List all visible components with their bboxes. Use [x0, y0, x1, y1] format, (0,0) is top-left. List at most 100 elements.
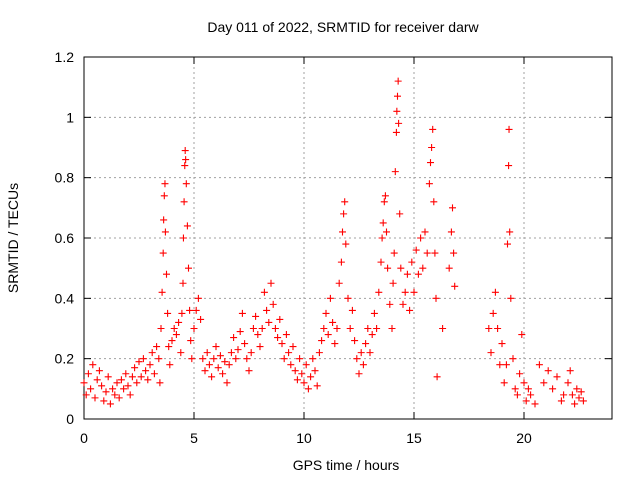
x-tick-label: 15	[406, 430, 422, 446]
data-point	[342, 240, 350, 248]
data-point	[150, 370, 158, 378]
data-point	[203, 349, 211, 357]
data-point	[137, 373, 145, 381]
data-point	[194, 294, 202, 302]
data-point	[540, 379, 548, 387]
x-tick-label: 5	[190, 430, 198, 446]
grid-layer	[84, 57, 612, 419]
data-point	[430, 198, 438, 206]
y-tick-label: 0.8	[55, 170, 75, 186]
chart-title: Day 011 of 2022, SRMTID for receiver dar…	[207, 19, 479, 35]
data-point	[91, 394, 99, 402]
data-point	[524, 385, 532, 393]
data-point	[258, 325, 266, 332]
data-point	[373, 325, 381, 332]
data-point	[449, 204, 456, 212]
data-point	[357, 349, 365, 357]
data-point	[324, 331, 332, 339]
data-point	[577, 388, 585, 396]
data-point	[115, 394, 123, 402]
data-point	[296, 355, 304, 363]
data-point	[106, 400, 114, 408]
data-point	[498, 340, 506, 348]
data-point	[414, 270, 422, 278]
data-point	[313, 382, 321, 390]
data-point	[282, 331, 290, 339]
data-point	[187, 337, 195, 345]
data-point	[389, 279, 397, 287]
data-point	[181, 162, 189, 170]
data-point	[344, 294, 352, 302]
data-point	[431, 249, 439, 257]
data-point	[120, 385, 128, 393]
data-point	[214, 364, 222, 372]
data-point	[535, 361, 543, 369]
data-point	[417, 234, 425, 242]
data-point	[401, 288, 409, 296]
data-point	[159, 249, 167, 257]
data-point	[326, 294, 334, 302]
data-point	[170, 325, 178, 332]
data-point	[311, 367, 319, 375]
data-point	[406, 306, 414, 314]
data-point	[553, 373, 561, 381]
data-point	[502, 361, 510, 369]
data-point	[219, 370, 227, 378]
data-point	[318, 337, 326, 345]
data-point	[133, 379, 141, 387]
y-tick-label: 0.6	[55, 230, 75, 246]
data-point	[377, 258, 385, 266]
data-point	[549, 385, 557, 393]
data-point	[139, 355, 147, 363]
data-point	[379, 219, 387, 227]
data-point	[157, 325, 165, 332]
data-point	[390, 249, 398, 257]
data-point	[412, 246, 420, 254]
data-point	[160, 216, 168, 224]
data-point	[128, 373, 136, 381]
data-point	[201, 367, 209, 375]
data-point	[450, 249, 458, 257]
data-point	[260, 288, 268, 296]
data-point	[362, 340, 370, 348]
data-point	[392, 128, 400, 136]
data-point	[205, 361, 213, 369]
x-tick-label: 0	[80, 430, 88, 446]
data-point	[307, 373, 315, 381]
data-point	[256, 343, 264, 351]
data-point	[433, 373, 441, 381]
data-point	[331, 340, 339, 348]
data-point	[346, 325, 354, 332]
data-point	[511, 385, 519, 393]
data-point	[98, 382, 106, 390]
data-point	[419, 264, 427, 272]
data-point	[335, 279, 343, 287]
data-point	[122, 370, 130, 378]
data-point	[180, 198, 188, 206]
data-point	[329, 318, 337, 326]
data-point	[225, 361, 233, 369]
data-point	[276, 315, 284, 323]
data-point	[84, 370, 92, 378]
data-point	[89, 361, 97, 369]
data-point	[516, 370, 524, 378]
data-point	[155, 355, 163, 363]
data-point	[300, 379, 308, 387]
data-point	[573, 385, 581, 393]
data-point	[100, 397, 108, 405]
data-point	[383, 228, 390, 236]
data-point	[410, 288, 418, 296]
x-axis-label: GPS time / hours	[293, 457, 400, 473]
data-point	[571, 400, 579, 408]
data-point	[566, 367, 574, 375]
data-point	[161, 228, 169, 236]
data-point	[366, 349, 374, 357]
data-point	[181, 147, 189, 155]
data-point	[148, 349, 156, 357]
data-point	[423, 249, 431, 257]
data-point	[333, 325, 341, 332]
data-point	[210, 355, 218, 363]
data-point	[504, 240, 511, 248]
data-point	[489, 309, 497, 317]
